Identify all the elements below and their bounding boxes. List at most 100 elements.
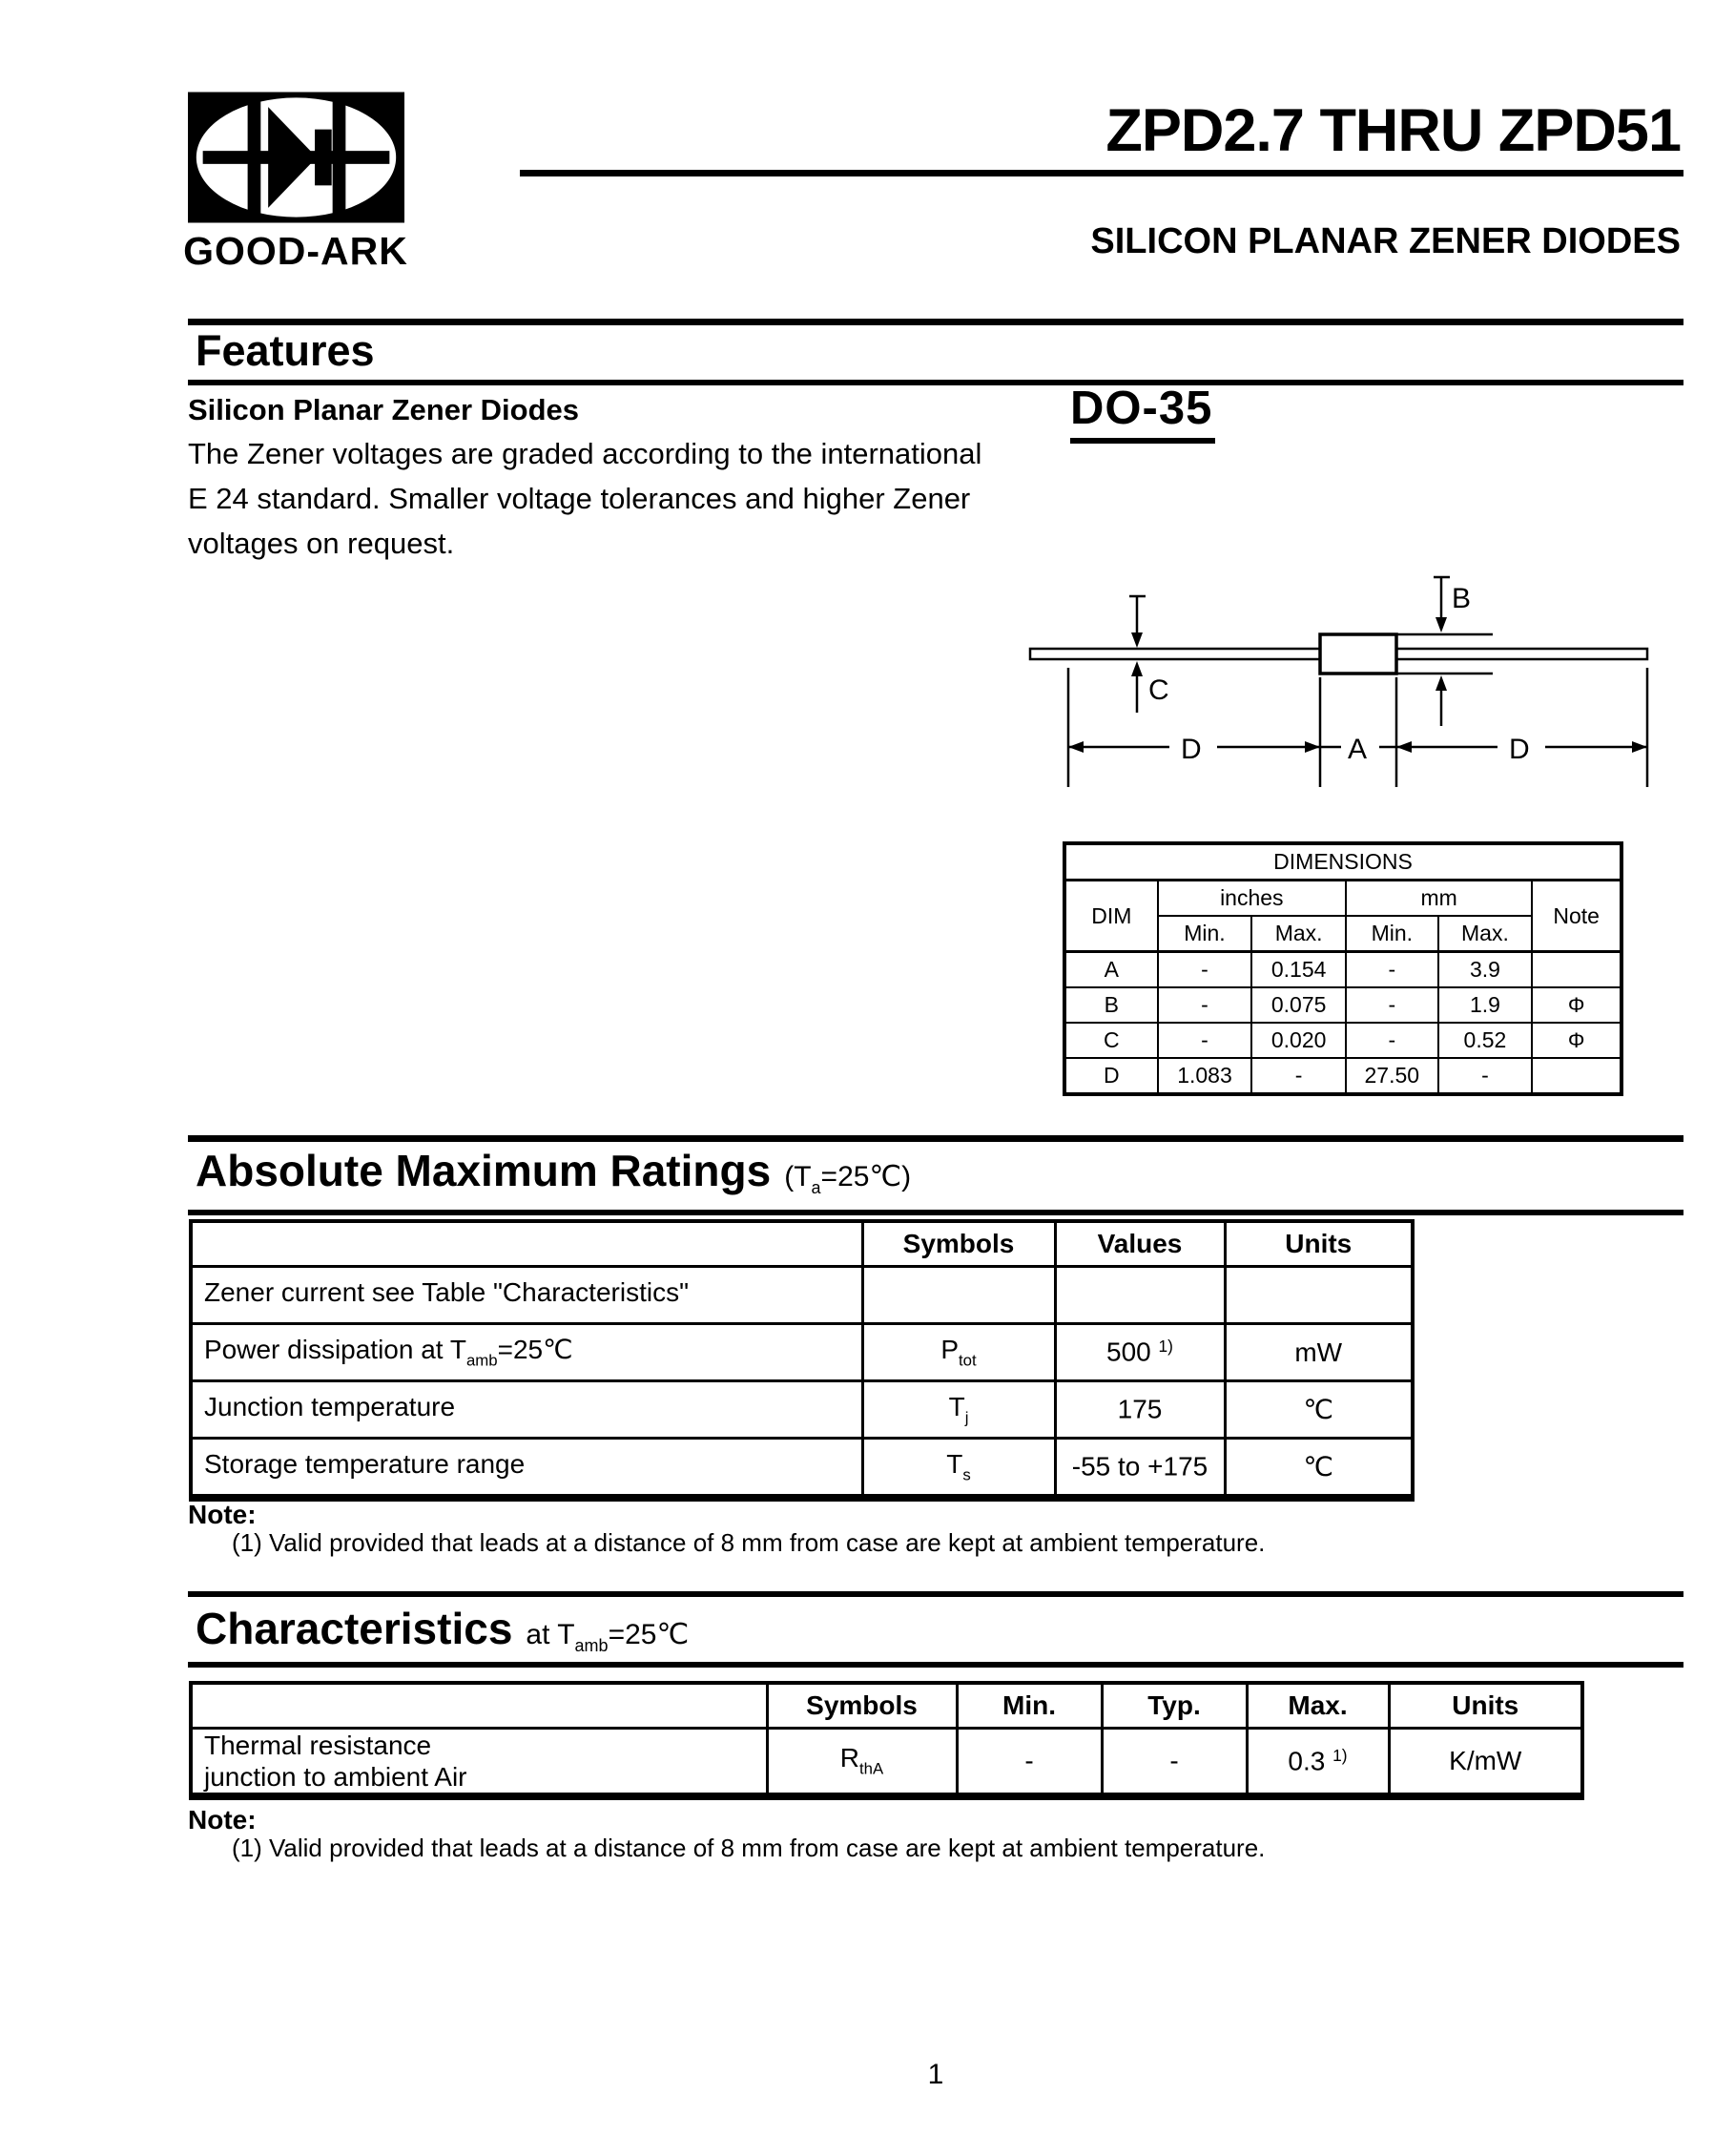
label-gap (1341, 726, 1379, 766)
col-header-min: Min. (1344, 915, 1439, 953)
features-rule-bottom (188, 380, 1683, 385)
cell-mm-max: - (1436, 1057, 1534, 1095)
value-text: 175 (1117, 1394, 1163, 1424)
col-header-units: Units (1223, 1219, 1415, 1268)
features-line: The Zener voltages are graded according … (188, 437, 982, 470)
col-header-units: Units (1387, 1681, 1584, 1730)
page-subtitle: SILICON PLANAR ZENER DIODES (1090, 221, 1681, 261)
cell-unit (1223, 1265, 1415, 1325)
col-header-blank (189, 1219, 864, 1268)
col-header-symbols: Symbols (765, 1681, 959, 1730)
c-arrowhead-upper (1131, 632, 1143, 648)
table-row: Thermal resistance junction to ambient A… (189, 1727, 1584, 1798)
char-condition-sub: amb (574, 1636, 609, 1656)
char-rule-top (188, 1591, 1683, 1597)
cell-symbol: RthA (765, 1727, 959, 1798)
cell-value: -55 to +175 (1053, 1437, 1227, 1500)
amr-rule-bottom (188, 1210, 1683, 1215)
col-header-typ: Typ. (1100, 1681, 1249, 1730)
cell-value (1053, 1265, 1227, 1325)
cell-mm-max: 0.52 (1436, 1022, 1534, 1059)
cell-in-max: 0.075 (1250, 986, 1347, 1024)
desc-post: =25℃ (497, 1335, 573, 1365)
col-header-inches: inches (1156, 879, 1347, 917)
char-condition-pre: at T (526, 1619, 575, 1650)
cell-in-min: 1.083 (1156, 1057, 1253, 1095)
package-label: DO-35 (1070, 382, 1216, 444)
cell-max: 0.3 1) (1245, 1727, 1391, 1798)
cell-description: Junction temperature (189, 1379, 864, 1440)
abs-max-ratings-table: Symbols Values Units Zener current see T… (189, 1219, 1415, 1502)
brand-name: GOOD-ARK (183, 229, 408, 273)
char-note-label: Note: (188, 1805, 257, 1835)
cell-in-min: - (1156, 950, 1253, 988)
col-header-symbols: Symbols (860, 1219, 1057, 1268)
dimensions-table-title: DIMENSIONS (1064, 842, 1622, 881)
cell-typ: - (1100, 1727, 1249, 1798)
amr-note-text: (1) Valid provided that leads at a dista… (232, 1528, 1266, 1557)
dim-arrow (1632, 741, 1647, 753)
cell-mm-min: - (1344, 950, 1439, 988)
title-underline (520, 170, 1683, 176)
char-note-text: (1) Valid provided that leads at a dista… (232, 1834, 1266, 1862)
goodark-logo-icon (188, 92, 404, 223)
desc-sub: amb (465, 1351, 498, 1370)
desc-text: Zener current see Table "Characteristics… (204, 1276, 690, 1307)
col-header-min: Min. (955, 1681, 1104, 1730)
features-line: E 24 standard. Smaller voltage tolerance… (188, 482, 971, 515)
table-row: B - 0.075 - 1.9 Φ (1064, 986, 1622, 1024)
col-header-blank (189, 1681, 769, 1730)
table-row: C - 0.020 - 0.52 Φ (1064, 1022, 1622, 1059)
dim-arrow (1068, 741, 1084, 753)
b-arrowhead-lower (1436, 675, 1447, 691)
table-row: A - 0.154 - 3.9 (1064, 950, 1622, 988)
dim-label-a: A (1348, 734, 1367, 765)
amr-condition: (Ta=25℃) (784, 1160, 911, 1198)
table-header-row: Symbols Min. Typ. Max. Units (189, 1681, 1584, 1730)
page-number: 1 (927, 2059, 944, 2090)
cell-symbol: Ts (860, 1437, 1057, 1500)
cell-dim: C (1064, 1022, 1159, 1059)
features-rule-top (188, 319, 1683, 325)
features-heading: Features (196, 326, 375, 375)
desc-text: Power dissipation at T (204, 1335, 466, 1365)
cell-note (1531, 950, 1622, 988)
features-line: voltages on request. (188, 527, 455, 560)
package-outline-diagram: B C D A D (1028, 575, 1649, 787)
col-header-dim: DIM (1064, 879, 1159, 953)
characteristics-table: Symbols Min. Typ. Max. Units Thermal res… (189, 1681, 1584, 1800)
col-header-values: Values (1053, 1219, 1227, 1268)
value-text: -55 to +175 (1071, 1451, 1208, 1482)
amr-condition-sub: a (811, 1178, 821, 1198)
symbol-text: P (940, 1334, 959, 1364)
features-paragraph: The Zener voltages are graded according … (188, 431, 981, 566)
symbol-text: R (839, 1743, 860, 1773)
amr-heading-block: Absolute Maximum Ratings (Ta=25℃) (196, 1145, 911, 1198)
cell-mm-min: - (1344, 1022, 1439, 1059)
cell-value: 500 1) (1053, 1322, 1227, 1382)
amr-rule-top (188, 1135, 1683, 1142)
diode-body (1318, 632, 1398, 675)
cell-in-max: 0.020 (1250, 1022, 1347, 1059)
cell-in-min: - (1156, 986, 1253, 1024)
label-gap (1169, 726, 1217, 766)
cell-symbol: Ptot (860, 1322, 1057, 1382)
desc-line: Thermal resistance (204, 1731, 432, 1760)
dimensions-table: DIMENSIONS DIM inches mm Note Min. Max. … (1063, 841, 1623, 1096)
col-header-min: Min. (1156, 915, 1253, 953)
dim-label-d-left: D (1181, 734, 1202, 765)
label-gap (1497, 726, 1545, 766)
cell-mm-max: 3.9 (1436, 950, 1534, 988)
cell-unit: ℃ (1223, 1437, 1415, 1500)
cell-mm-min: 27.50 (1344, 1057, 1439, 1095)
symbol-sub: s (962, 1465, 971, 1484)
dim-label-b: B (1452, 583, 1471, 614)
cell-in-min: - (1156, 1022, 1253, 1059)
cell-dim: D (1064, 1057, 1159, 1095)
cell-dim: A (1064, 950, 1159, 988)
cell-min: - (955, 1727, 1104, 1798)
cell-mm-max: 1.9 (1436, 986, 1534, 1024)
cell-note: Φ (1531, 1022, 1622, 1059)
cell-note: Φ (1531, 986, 1622, 1024)
